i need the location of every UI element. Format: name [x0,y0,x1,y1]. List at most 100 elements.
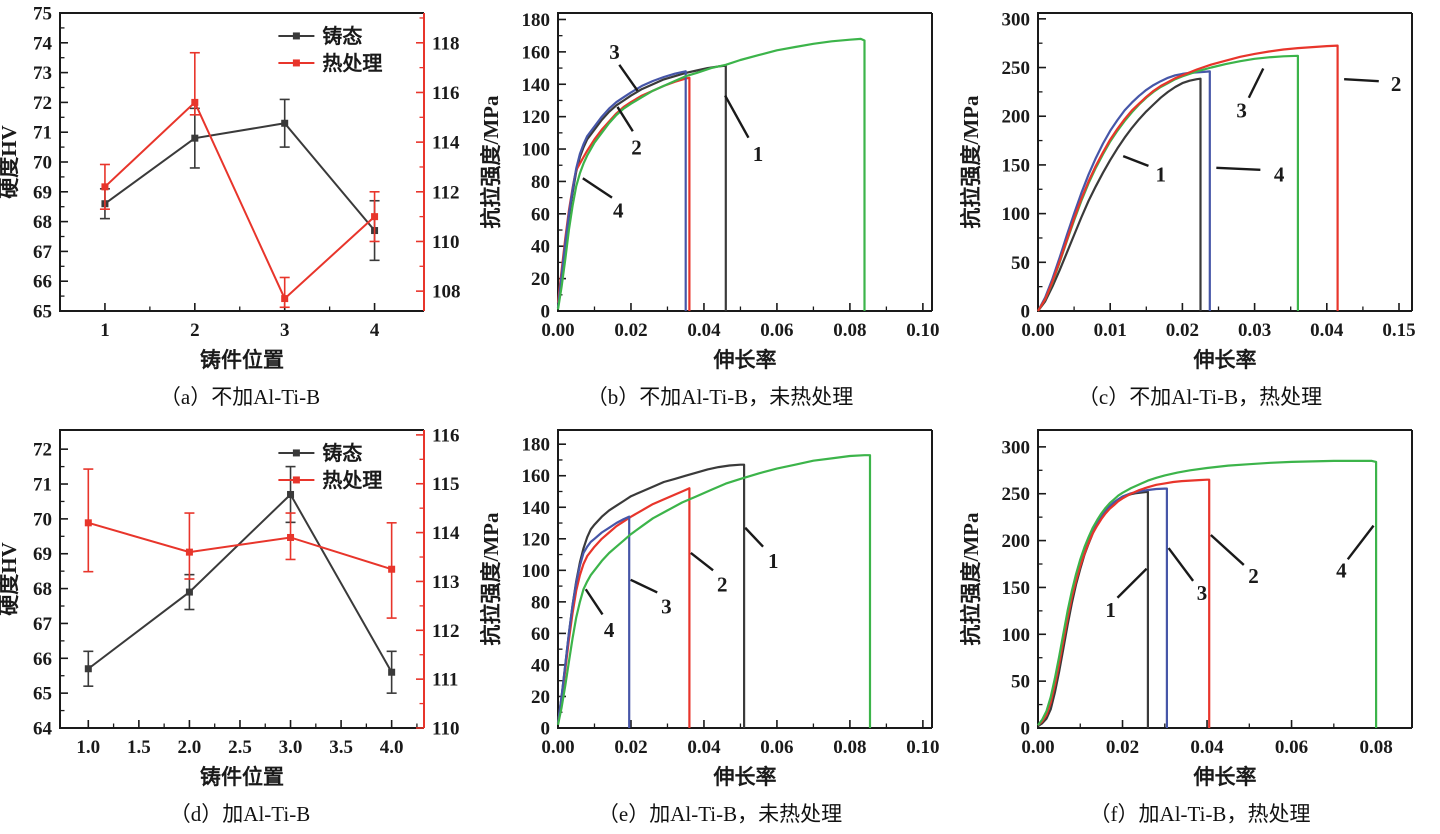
svg-text:0.08: 0.08 [833,737,866,758]
svg-text:250: 250 [1002,484,1031,505]
curve-3 [556,70,687,311]
annotation-4: 4 [1336,524,1375,583]
annotation-3: 3 [1167,547,1208,605]
svg-text:64: 64 [33,719,53,740]
plot-box [59,429,425,729]
y-axis-right: 110 111 112 113 114 115 116 [416,425,460,740]
svg-text:110: 110 [432,719,459,740]
svg-text:69: 69 [33,182,52,203]
svg-text:110: 110 [432,232,459,253]
annotation-leader-line [616,106,634,132]
svg-text:180: 180 [522,435,551,456]
data-point-marker [388,565,396,573]
data-point-marker [185,588,193,596]
svg-text:0.02: 0.02 [614,320,647,341]
legend-marker-icon [292,476,300,484]
curve-2 [556,76,691,311]
x-axis: 0.00 0.02 0.04 0.06 0.08 0.10 伸长率 [541,303,940,372]
svg-text:0.06: 0.06 [1275,737,1308,758]
y-axis-left: 0 50 100 150 200 250 300 抗拉强度/MPa [960,437,1046,740]
legend-marker-icon [292,32,300,40]
svg-text:111: 111 [432,670,458,691]
svg-text:69: 69 [33,544,52,565]
legend-label: 热处理 [322,468,382,492]
svg-text:65: 65 [33,684,52,705]
curve-4 [1037,459,1378,728]
svg-text:74: 74 [33,33,53,54]
y-axis-title: 抗拉强度/MPa [480,512,503,645]
panel-a-caption: （a）不加Al-Ti-B [159,385,321,409]
annotation-label: 4 [1336,559,1347,583]
svg-text:300: 300 [1002,9,1031,30]
annotation-label: 4 [613,199,624,223]
chart-svg-d: 1.0 1.5 2.0 2.5 3.0 3.5 4.0 铸件位置 64 65 66 67 68 69 70 7… [0,425,460,789]
curve-2 [1037,44,1339,312]
panel-a-chart: 1 2 3 4 铸件位置 65 66 67 68 69 70 71 72 73 74 75 硬度HV 108 110… [0,0,480,384]
x-axis-title: 伸长率 [713,348,777,372]
svg-text:0.10: 0.10 [906,320,939,341]
annotation-leader-line [1116,567,1148,599]
svg-text:4: 4 [370,320,380,341]
panel-d-caption: （d）加Al-Ti-B [169,802,311,826]
x-axis-title: 伸长率 [1193,765,1257,789]
svg-text:120: 120 [522,529,551,550]
svg-text:250: 250 [1002,58,1031,79]
curve-1 [1037,77,1202,312]
annotation-label: 1 [1105,598,1116,622]
svg-text:0.04: 0.04 [1190,737,1224,758]
panel-a: 1 2 3 4 铸件位置 65 66 67 68 69 70 71 72 73 74 75 硬度HV 108 110… [0,0,480,417]
plot-box [557,12,933,312]
annotation-label: 3 [1236,98,1247,122]
annotation-label: 1 [1155,163,1166,187]
panel-f-caption: （f）加Al-Ti-B，热处理 [1089,802,1311,826]
y-axis-title: 硬度HV [0,125,21,199]
svg-text:66: 66 [33,649,52,670]
svg-text:71: 71 [33,475,52,496]
svg-text:1: 1 [100,320,110,341]
svg-text:60: 60 [531,624,550,645]
svg-text:0: 0 [541,719,551,740]
svg-text:2.0: 2.0 [178,737,202,758]
annotation-label: 3 [1197,581,1208,605]
svg-text:3: 3 [280,320,290,341]
x-axis-title: 铸件位置 [200,765,284,789]
svg-text:72: 72 [33,93,52,114]
svg-text:0.04: 0.04 [1310,320,1344,341]
data-point-marker [185,548,193,556]
y-axis-left: 64 65 66 67 68 69 70 71 72 硬度HV [0,440,68,740]
chart-svg-a: 1 2 3 4 铸件位置 65 66 67 68 69 70 71 72 73 74 75 硬度HV 108 110… [0,4,461,373]
svg-text:3.0: 3.0 [279,737,303,758]
svg-text:80: 80 [531,172,550,193]
data-point-marker [371,213,379,221]
y-axis-right: 108 110 112 114 116 118 [416,17,461,303]
curve-3 [1037,54,1299,312]
svg-text:80: 80 [531,592,550,613]
annotation-leader-line [1167,547,1195,582]
svg-text:160: 160 [522,42,551,63]
plot-box [1037,429,1413,729]
y-axis-left: 0 50 100 150 200 250 300 抗拉强度/MPa [960,9,1046,323]
svg-text:116: 116 [432,83,459,104]
svg-text:0.06: 0.06 [760,737,793,758]
svg-text:0.02: 0.02 [614,737,647,758]
svg-text:108: 108 [432,282,461,303]
svg-text:100: 100 [522,561,551,582]
svg-text:113: 113 [432,572,459,593]
svg-text:118: 118 [432,33,459,54]
panel-e-caption: （e）加Al-Ti-B，未热处理 [597,802,843,826]
annotation-label: 2 [631,135,642,159]
svg-text:150: 150 [1002,155,1031,176]
annotation-leader-line [1210,534,1245,566]
annotation-2: 2 [1344,72,1401,96]
annotation-leader-line [690,552,714,572]
chart-svg-e: 0.00 0.02 0.04 0.06 0.08 0.10 伸长率 0 20 40 60 80 100 1… [480,429,940,789]
curve-1 [556,64,727,311]
svg-text:73: 73 [33,63,52,84]
series-铸态 [99,98,380,262]
y-axis-title: 硬度HV [0,542,21,616]
svg-text:140: 140 [522,75,551,96]
panel-d-chart: 1.0 1.5 2.0 2.5 3.0 3.5 4.0 铸件位置 64 65 66 67 68 69 70 7… [0,417,480,801]
annotation-leader-line [1247,67,1265,99]
